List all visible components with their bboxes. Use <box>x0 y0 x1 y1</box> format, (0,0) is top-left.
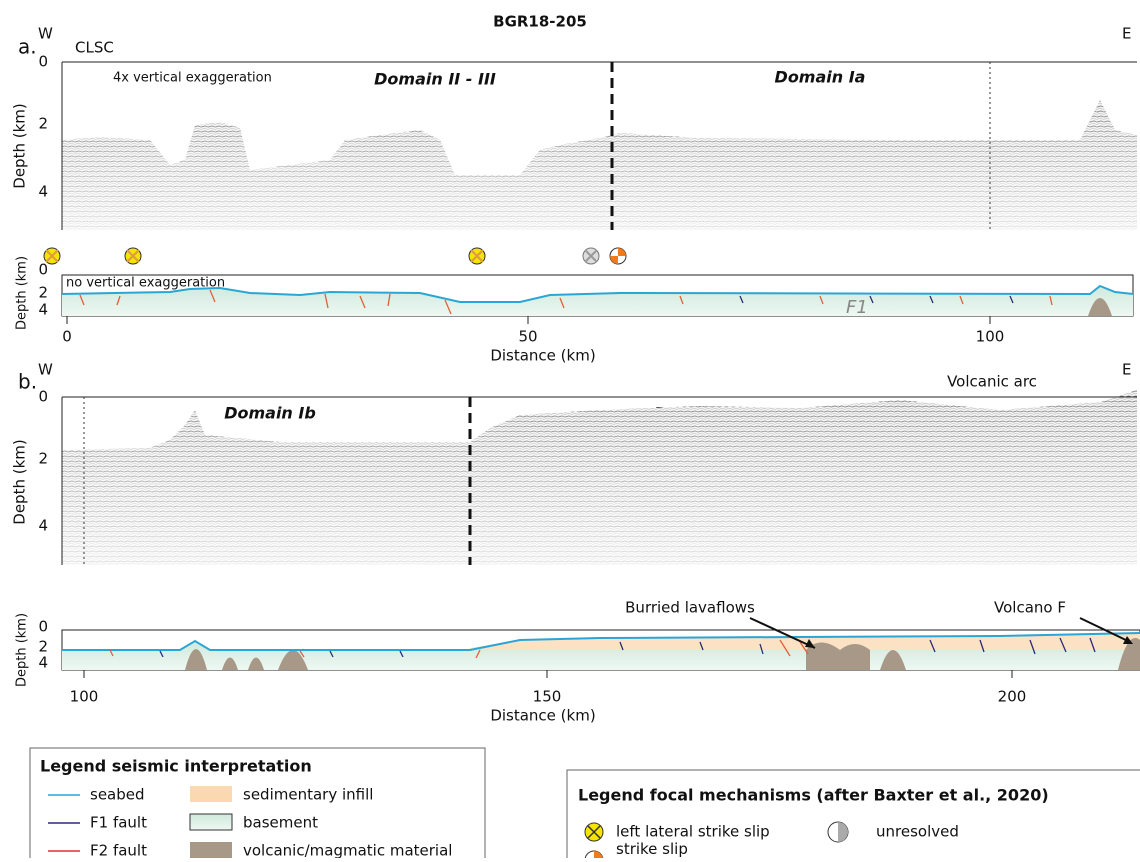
legend-item: unresolved <box>876 823 959 841</box>
east-label: E <box>1122 25 1131 43</box>
seismic-fade <box>62 100 1137 230</box>
legend-swatch <box>190 786 232 802</box>
domain-label: Domain Ib <box>224 404 316 423</box>
y-tick-label: 2 <box>38 115 48 133</box>
y-axis-label: Depth (km) <box>11 103 29 188</box>
legend-swatch <box>190 842 232 858</box>
y-tick-label: 0 <box>38 53 48 71</box>
exaggeration-note: 4x vertical exaggeration <box>113 71 272 86</box>
y-tick-label: 4 <box>38 654 48 672</box>
y-axis-label: Depth (km) <box>11 439 29 524</box>
fault-label: F1 <box>846 297 868 318</box>
y-tick-label: 4 <box>38 517 48 535</box>
panel-label: b. <box>18 370 37 394</box>
legend-focal: Legend focal mechanisms (after Baxter et… <box>567 770 1140 858</box>
y-axis-label: Depth (km) <box>15 613 30 687</box>
y-tick-label: 2 <box>38 284 48 302</box>
figure: BGR18-205 a. W E CLSC 4x vertical exagge… <box>0 0 1140 858</box>
section-note: no vertical exaggeration <box>66 276 225 291</box>
y-tick-label: 4 <box>38 301 48 319</box>
y-axis-label: Depth (km) <box>15 256 30 330</box>
x-tick-label: 150 <box>533 688 562 706</box>
legend-seismic: Legend seismic interpretation seabed F1 … <box>30 748 485 858</box>
y-tick-label: 2 <box>38 450 48 468</box>
legend-item: basement <box>243 814 318 832</box>
west-label: W <box>38 361 53 379</box>
panel-a: a. W E CLSC 4x vertical exaggeration Dom… <box>11 25 1138 365</box>
annotation: Volcano F <box>994 599 1066 617</box>
annotation: Burried lavaflows <box>625 599 755 617</box>
y-tick-label: 0 <box>38 618 48 636</box>
west-label: W <box>38 25 53 43</box>
legend-item: volcanic/magmatic material <box>243 842 452 859</box>
focal-mechanisms <box>44 248 626 264</box>
y-tick-label: 4 <box>38 183 48 201</box>
legend-title: Legend seismic interpretation <box>40 757 312 776</box>
legend-swatch <box>190 814 232 830</box>
figure-title: BGR18-205 <box>493 13 587 31</box>
legend-item: seabed <box>90 786 145 804</box>
x-tick-label: 50 <box>518 328 537 346</box>
legend-swatch <box>828 822 848 842</box>
legend-item: strike slip <box>616 840 688 858</box>
legend-title: Legend focal mechanisms (after Baxter et… <box>578 786 1049 805</box>
x-axis-label: Distance (km) <box>490 347 595 365</box>
arc-label: Volcanic arc <box>947 373 1037 391</box>
x-axis-label: Distance (km) <box>490 707 595 725</box>
site-label: CLSC <box>75 39 114 57</box>
legend-item: left lateral strike slip <box>616 823 770 841</box>
legend-item: F1 fault <box>90 814 147 832</box>
east-label: E <box>1122 361 1131 379</box>
y-tick-label: 0 <box>38 261 48 279</box>
domain-label: Domain II - III <box>374 70 496 89</box>
x-tick-label: 200 <box>998 688 1027 706</box>
domain-label: Domain Ia <box>775 68 866 87</box>
y-tick-label: 0 <box>38 388 48 406</box>
legend-swatch <box>585 823 603 841</box>
panel-b: b. W E Volcanic arc Domain Ib Domain IV … <box>11 361 1140 725</box>
panel-label: a. <box>18 35 37 59</box>
x-tick-label: 100 <box>976 328 1005 346</box>
x-tick-label: 100 <box>70 688 99 706</box>
legend-item: F2 fault <box>90 842 147 859</box>
legend-item: sedimentary infill <box>243 786 373 804</box>
x-tick-label: 0 <box>62 328 72 346</box>
